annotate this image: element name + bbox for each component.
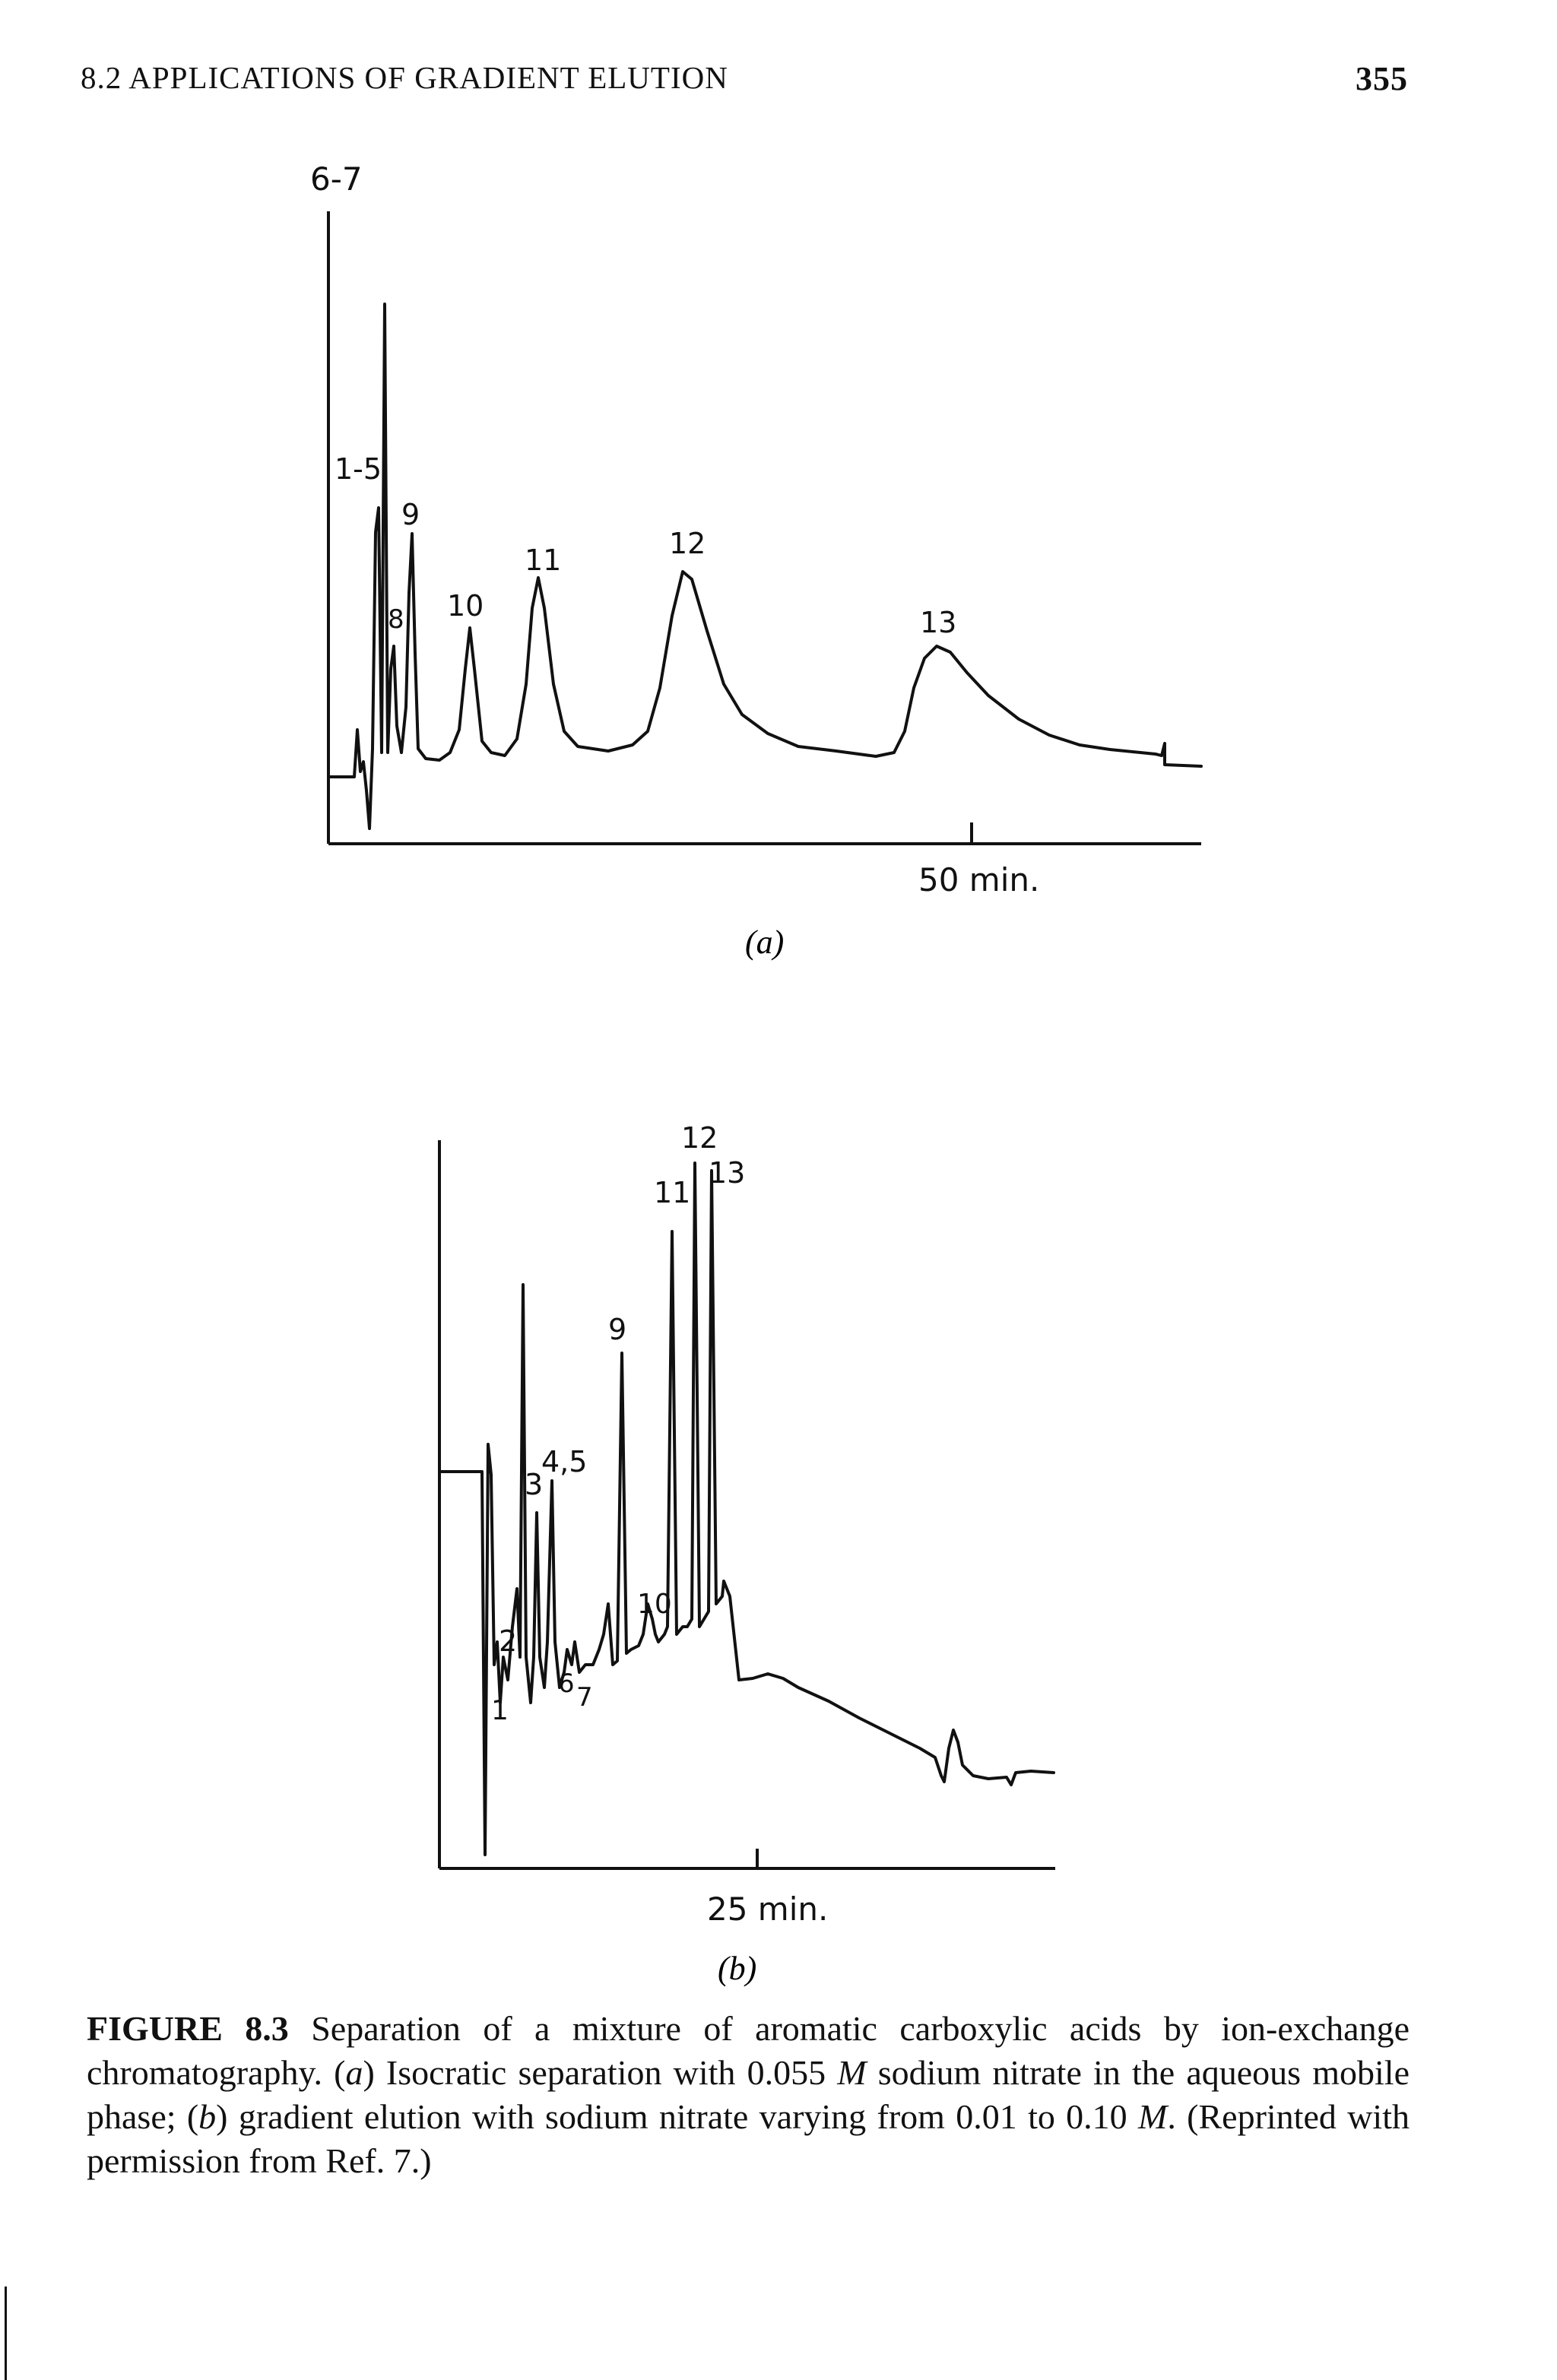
chromatogram-b-peak-label: 2: [499, 1624, 517, 1658]
chromatogram-a-peak-label: 8: [388, 604, 404, 635]
caption-unit: M: [1138, 2097, 1168, 2136]
figure-number: FIGURE 8.3: [87, 2009, 289, 2048]
chromatogram-b-peak-label: 11: [654, 1176, 690, 1209]
chromatogram-b-peak-label: 12: [681, 1121, 718, 1155]
caption-text: ) gradient elution with sodium nitrate v…: [216, 2097, 1139, 2136]
chromatogram-b-peak-label: 4,5: [541, 1445, 587, 1478]
chromatogram-a-peak-label: 13: [920, 606, 956, 639]
page-number: 355: [1356, 60, 1408, 97]
chromatogram-b-peak-label: 13: [709, 1156, 745, 1190]
margin-rule: [5, 2287, 7, 2380]
chromatogram-a-peak-label: 11: [525, 544, 561, 577]
chromatogram-b-peak-label: 1: [491, 1695, 509, 1726]
chromatogram-b-peak-label: 10: [637, 1589, 672, 1620]
chromatogram-b-panel-label: (b): [718, 1950, 756, 1987]
chromatogram-b-x-tick-label: 25 min.: [707, 1890, 828, 1928]
chromatogram-a-peak-label: 6-7: [310, 160, 363, 198]
chromatogram-b-peak-label: 7: [576, 1682, 593, 1713]
chromatogram-a-x-tick-label: 50 min.: [918, 861, 1039, 898]
chromatogram-a-peak-label: 12: [669, 527, 706, 560]
caption-text: Separation of a mixture of aromatic carb…: [87, 2009, 1410, 2092]
chromatogram-a-peak-label: 10: [447, 589, 484, 623]
chromatogram-a-peak-label: 9: [401, 498, 420, 531]
chromatogram-a: 6-7 1-5 8 9 10 11 12 13 50 min. (a): [310, 160, 1203, 961]
chromatogram-a-trace: [327, 303, 1203, 830]
caption-panel-b-ref: b: [198, 2097, 217, 2136]
running-head-title: 8.2 APPLICATIONS OF GRADIENT ELUTION: [81, 60, 728, 95]
caption-text: sodium nitrate in the aqueous mobile pha…: [87, 2053, 1410, 2136]
caption-text: . (Reprinted with permission from Ref. 7…: [87, 2097, 1410, 2180]
chromatogram-a-panel-label: (a): [745, 924, 784, 961]
chromatogram-b-peak-label: 3: [525, 1468, 543, 1501]
chromatogram-a-peak-label: 1-5: [335, 452, 382, 486]
running-head: 8.2 APPLICATIONS OF GRADIENT ELUTION 355: [81, 59, 1408, 105]
caption-text: ) Isocratic separation with 0.055: [363, 2053, 838, 2092]
chromatogram-b-peak-label: 6: [558, 1669, 575, 1699]
figure-caption: FIGURE 8.3 Separation of a mixture of ar…: [87, 2007, 1410, 2183]
chromatogram-b-peak-label: 9: [608, 1313, 626, 1346]
caption-panel-a-ref: a: [345, 2053, 363, 2092]
chromatogram-b: 1 2 3 4,5 6 7 9 10 11 12 13 25 min. (b): [438, 1121, 1055, 1987]
chromatogram-b-trace: [438, 1161, 1055, 1856]
caption-unit: M: [837, 2053, 867, 2092]
